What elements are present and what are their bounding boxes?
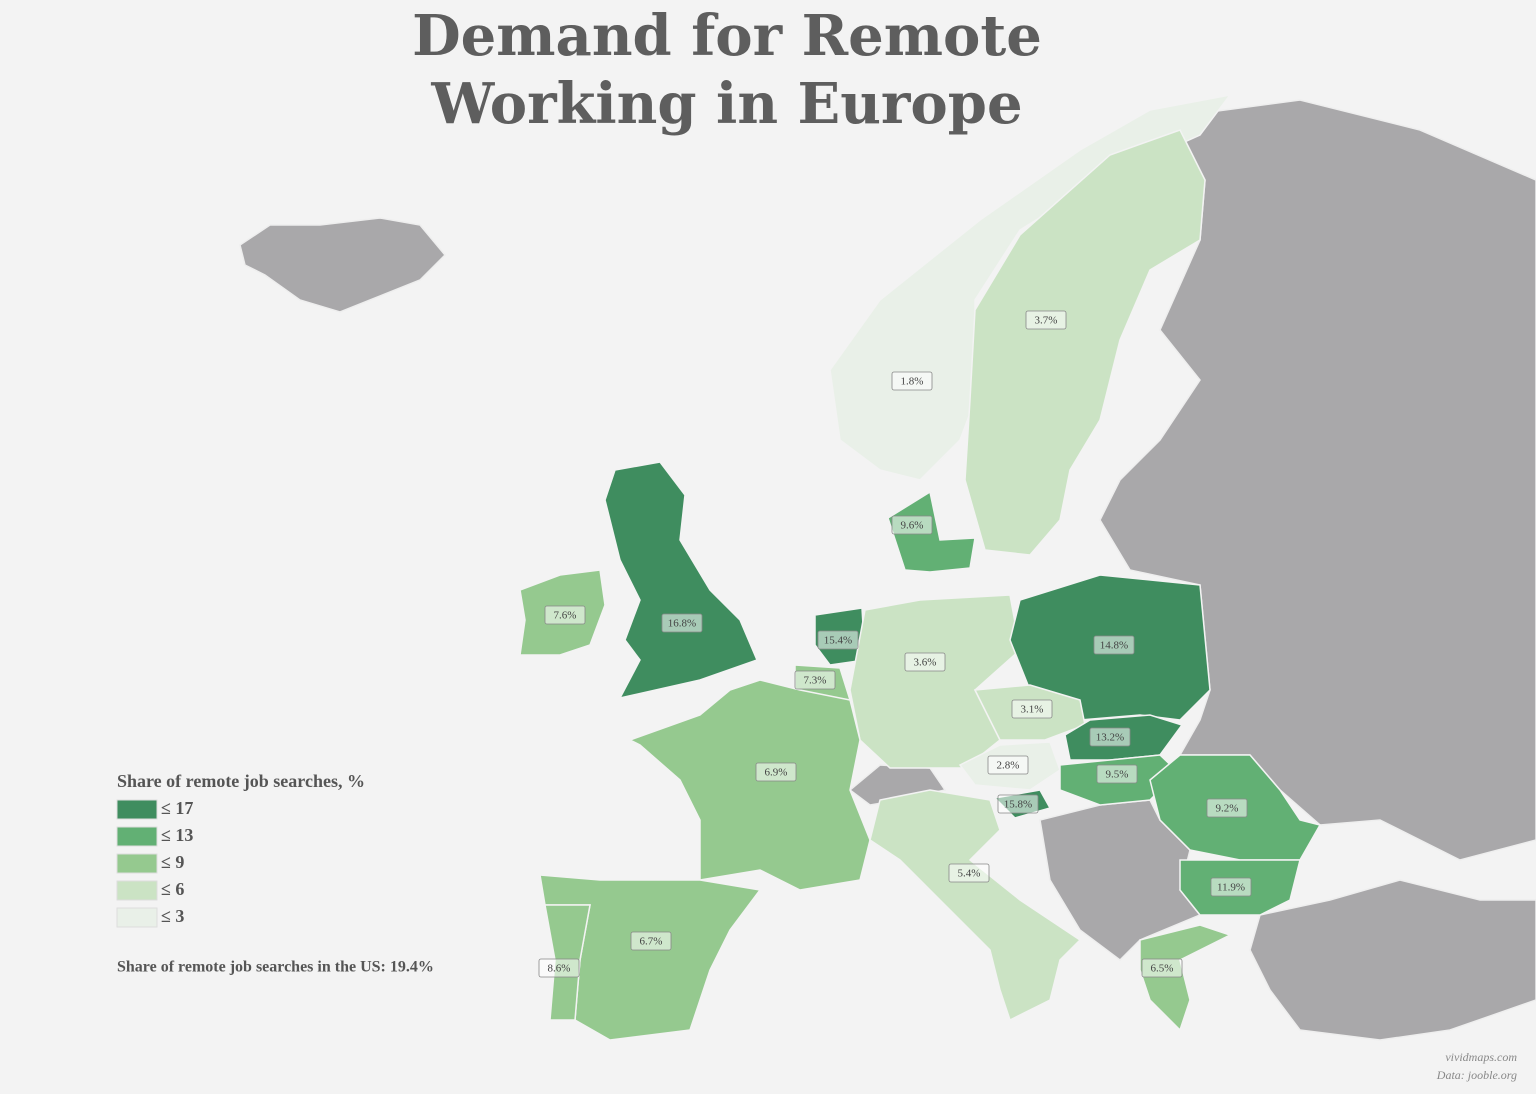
- label-box: [904, 652, 946, 672]
- title: Demand for Remote Working in Europe: [412, 3, 1042, 137]
- label-box: [794, 670, 836, 690]
- label-box: [1096, 764, 1138, 784]
- label-box: [544, 605, 586, 625]
- label-box: [997, 794, 1039, 814]
- region-label: 15.4%: [824, 635, 852, 647]
- legend: Share of remote job searches, % ≤ 17 ≤ 13…: [116, 771, 365, 928]
- region-label: 7.6%: [554, 610, 577, 622]
- region-label: 6.9%: [765, 767, 788, 779]
- region: [628, 679, 871, 891]
- legend-swatch: [116, 907, 158, 928]
- label-box: [630, 931, 672, 951]
- region-label: 11.9%: [1217, 882, 1245, 894]
- legend-swatch: [116, 826, 158, 847]
- region-label: 3.7%: [1035, 315, 1058, 327]
- region: [869, 789, 1082, 1022]
- turkey: [1249, 879, 1536, 1041]
- credit: vividmaps.com: [1445, 1050, 1517, 1064]
- region-label: 1.8%: [901, 376, 924, 388]
- label-box: [817, 630, 859, 650]
- label-box: [661, 613, 703, 633]
- region-label: 6.5%: [1151, 963, 1174, 975]
- region-label: 16.8%: [668, 618, 696, 630]
- region-label: 3.6%: [914, 657, 937, 669]
- eastern-europe: [1099, 99, 1536, 861]
- note: Share of remote job searches in the US: …: [117, 959, 434, 976]
- legend-swatch: [116, 880, 158, 901]
- region-label: 9.2%: [1216, 803, 1239, 815]
- legend-swatch: [116, 853, 158, 874]
- legend-label: ≤ 17: [161, 798, 193, 818]
- region: [1139, 924, 1232, 1032]
- region: [964, 129, 1206, 556]
- region-label: 3.1%: [1021, 704, 1044, 716]
- label-box: [1206, 798, 1248, 818]
- credit: Data: jooble.org: [1436, 1068, 1517, 1082]
- region-label: 9.5%: [1106, 769, 1129, 781]
- iceland: [239, 217, 447, 313]
- region-labels: 16.8% 7.6% 1.8% 3.7% 9.6% 15.4% 7.3% 3.6% 14.8% 3…: [538, 310, 1252, 978]
- legend-swatch: [116, 799, 158, 820]
- legend-label: ≤ 9: [161, 852, 184, 872]
- region-label: 9.6%: [901, 520, 924, 532]
- label-box: [1093, 635, 1135, 655]
- label-box: [1141, 958, 1183, 978]
- label-box: [891, 371, 933, 391]
- legend-label: ≤ 13: [161, 825, 193, 845]
- region: [604, 461, 759, 700]
- region-label: 13.2%: [1096, 732, 1124, 744]
- region-label: 8.6%: [548, 963, 571, 975]
- region-label: 6.7%: [640, 936, 663, 948]
- label-box: [891, 515, 933, 535]
- label-box: [987, 755, 1029, 775]
- label-box: [948, 863, 990, 883]
- region-label: 5.4%: [958, 868, 981, 880]
- region-label: 15.8%: [1004, 799, 1032, 811]
- legend-label: ≤ 3: [161, 906, 184, 926]
- label-box: [755, 762, 797, 782]
- label-box: [538, 958, 580, 978]
- label-box: [1025, 310, 1067, 330]
- label-box: [1011, 699, 1053, 719]
- region-label: 14.8%: [1100, 640, 1128, 652]
- label-box: [1210, 877, 1252, 897]
- region-label: 2.8%: [997, 760, 1020, 772]
- legend-title: Share of remote job searches, %: [117, 771, 365, 791]
- label-box: [1089, 727, 1131, 747]
- legend-label: ≤ 6: [161, 879, 184, 899]
- region-label: 7.3%: [804, 675, 827, 687]
